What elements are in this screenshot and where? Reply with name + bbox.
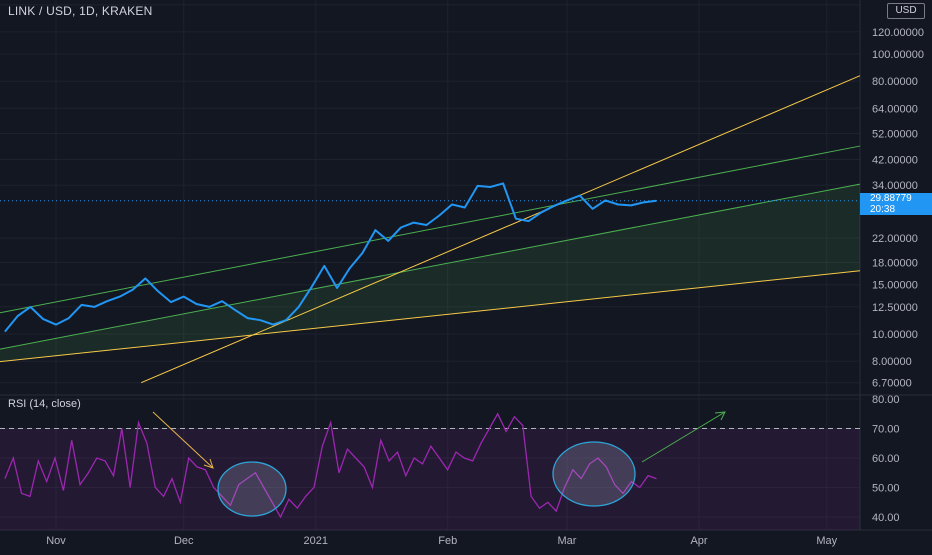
price-tick-label: 15.00000 <box>872 280 918 292</box>
time-tick-label: May <box>816 535 837 547</box>
time-tick-label: Nov <box>46 535 66 547</box>
price-tick-label: 80.00000 <box>872 76 918 88</box>
price-line <box>4 182 657 333</box>
time-axis: Nov Dec 2021 Feb Mar Apr May <box>46 535 837 547</box>
last-price-tag: 29.88779 20:38 <box>860 193 932 215</box>
price-tick-label: 18.00000 <box>872 258 918 270</box>
time-tick-label: Dec <box>174 535 194 547</box>
price-tick-label: 52.00000 <box>872 129 918 141</box>
rsi-tick-label: 40.00 <box>872 512 900 524</box>
price-tick-label: 22.00000 <box>872 233 918 245</box>
price-tick-label: 12.50000 <box>872 302 918 314</box>
time-tick-label: Mar <box>558 535 577 547</box>
time-tick-label: 2021 <box>304 535 328 547</box>
rsi-tick-label: 70.00 <box>872 424 900 436</box>
price-tick-label: 120.00000 <box>872 27 924 39</box>
last-price-value: 29.88779 <box>870 193 912 204</box>
price-tick-label: 10.00000 <box>872 329 918 341</box>
price-tick-label: 100.00000 <box>872 49 924 61</box>
upper-channel-line <box>0 145 861 314</box>
price-axis: 120.00000 100.00000 80.00000 64.00000 52.000… <box>872 27 924 524</box>
channel-fill <box>0 184 860 362</box>
annotation-arrow-up-head <box>714 411 726 421</box>
annotation-ellipse-left <box>217 461 287 517</box>
bar-countdown: 20:38 <box>870 204 896 215</box>
rsi-title[interactable]: RSI (14, close) <box>8 398 81 410</box>
rsi-line <box>4 412 657 519</box>
annotation-arrow-down-head <box>203 458 214 469</box>
price-tick-label: 8.00000 <box>872 356 912 368</box>
price-tick-label: 6.70000 <box>872 378 912 390</box>
rsi-tick-label: 60.00 <box>872 453 900 465</box>
rsi-tick-label: 80.00 <box>872 394 900 406</box>
annotation-arrow-up <box>641 411 726 463</box>
channel-area <box>0 184 860 362</box>
price-series <box>0 182 860 333</box>
time-tick-label: Apr <box>690 535 707 547</box>
annotation-arrow-down <box>152 411 214 469</box>
symbol-title[interactable]: LINK / USD, 1D, KRAKEN <box>8 4 153 18</box>
time-tick-label: Feb <box>438 535 457 547</box>
rsi-band <box>0 428 860 530</box>
rising-trend-line <box>140 75 861 384</box>
annotations <box>152 411 726 517</box>
drawing-lines <box>0 75 861 384</box>
rsi-panel <box>0 412 860 530</box>
annotation-ellipse-right <box>552 441 636 507</box>
price-tick-label: 34.00000 <box>872 180 918 192</box>
price-tick-label: 64.00000 <box>872 103 918 115</box>
lower-channel-line <box>0 183 861 350</box>
rsi-tick-label: 50.00 <box>872 483 900 495</box>
price-tick-label: 42.00000 <box>872 154 918 166</box>
support-trend-line <box>0 270 861 363</box>
currency-badge[interactable]: USD <box>887 3 925 19</box>
